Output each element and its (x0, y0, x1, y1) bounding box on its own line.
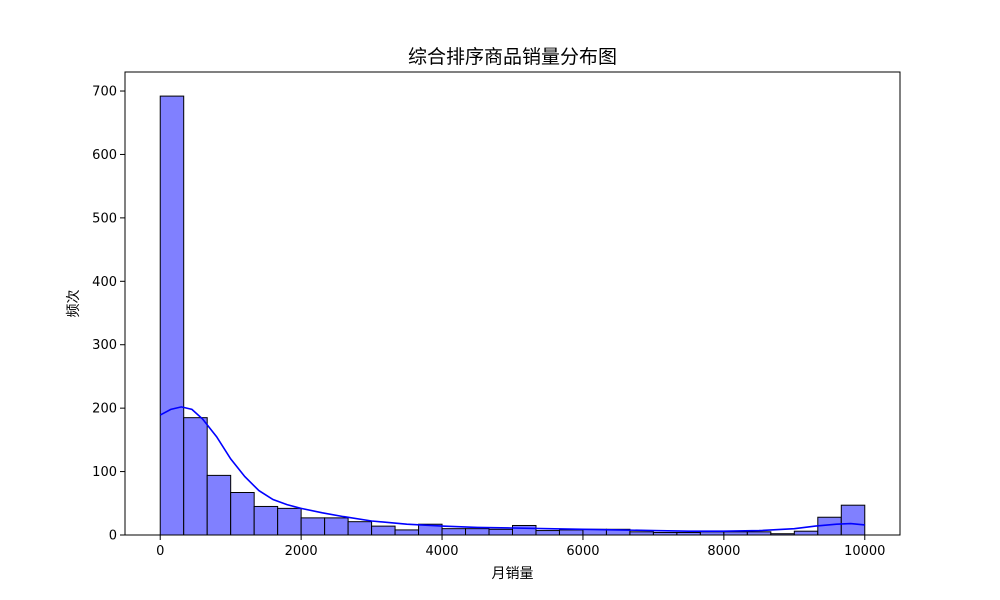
y-tick-label-0: 0 (109, 529, 117, 544)
histogram-bar-1 (183, 417, 208, 536)
y-tick-label-1: 100 (92, 465, 117, 480)
histogram-bar-13 (465, 528, 490, 536)
chart-title: 综合排序商品销量分布图 (408, 46, 617, 68)
histogram-bar-7 (324, 517, 349, 536)
x-tick-label-1: 2000 (285, 544, 318, 559)
histogram-bar-3 (230, 492, 255, 536)
y-tick-label-3: 300 (92, 338, 117, 353)
y-tick-label-6: 600 (92, 148, 117, 163)
x-tick-label-5: 10000 (844, 544, 885, 559)
histogram-bar-12 (441, 528, 467, 536)
histogram-bar-15 (512, 524, 537, 536)
histogram-bars (159, 95, 866, 536)
histogram-bar-0 (159, 95, 185, 536)
y-axis-label: 频次 (66, 290, 82, 318)
histogram-bar-10 (394, 529, 420, 536)
histogram-bar-6 (300, 517, 326, 536)
kde-line (159, 406, 865, 533)
x-tick-label-2: 4000 (425, 544, 458, 559)
y-tick-label-7: 700 (92, 85, 117, 100)
x-axis-ticks: 0 2000 4000 6000 8000 10000 (156, 535, 885, 559)
histogram-bar-17 (558, 529, 584, 536)
histogram-bar-29 (840, 504, 866, 536)
histogram-bar-16 (535, 530, 560, 536)
histogram-bar-27 (793, 530, 819, 536)
x-tick-label-4: 8000 (707, 544, 740, 559)
histogram-bar-14 (488, 528, 513, 536)
histogram-bar-2 (206, 474, 232, 536)
y-axis-ticks: 0 100 200 300 400 500 600 700 (92, 85, 125, 544)
x-tick-label-0: 0 (156, 544, 164, 559)
y-tick-label-5: 500 (92, 211, 117, 226)
histogram-bar-5 (277, 507, 302, 536)
histogram-bar-4 (253, 505, 279, 536)
histogram-bar-9 (371, 525, 396, 536)
x-axis-label: 月销量 (492, 566, 534, 582)
plot-frame (124, 71, 901, 536)
histogram-bar-8 (347, 521, 373, 536)
x-tick-label-3: 6000 (566, 544, 599, 559)
y-tick-label-2: 200 (92, 402, 117, 417)
y-tick-label-4: 400 (92, 275, 117, 290)
